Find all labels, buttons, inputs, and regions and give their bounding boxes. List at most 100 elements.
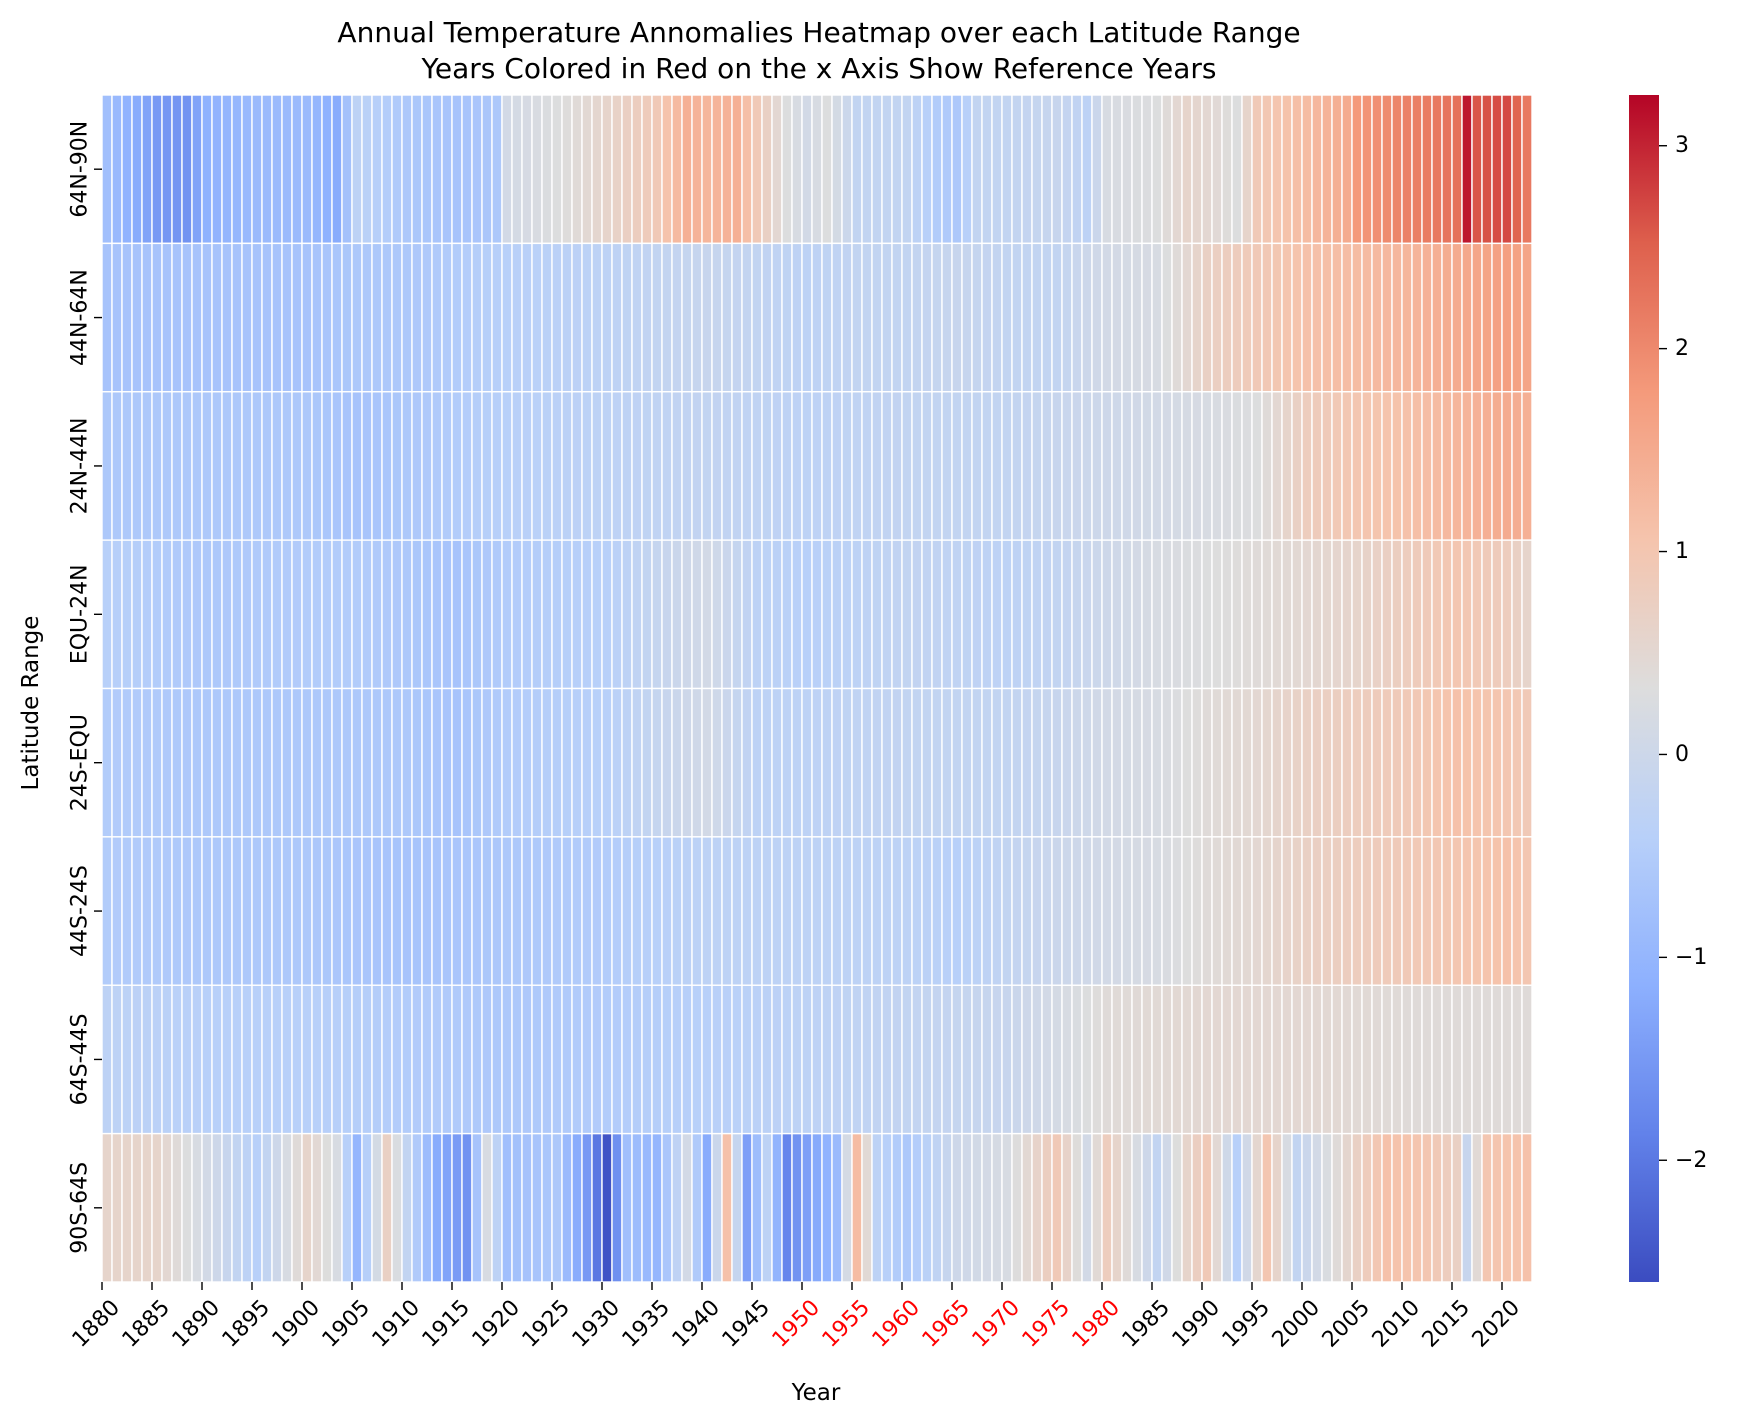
heatmap-cell (1131, 242, 1143, 393)
heatmap-cell (1061, 687, 1073, 838)
heatmap-cell (761, 687, 773, 838)
heatmap-cell (501, 1132, 513, 1283)
heatmap-cell (151, 836, 163, 986)
heatmap-cell (501, 539, 513, 690)
heatmap-cell (241, 242, 253, 393)
heatmap-cell (851, 94, 863, 245)
heatmap-cell (661, 391, 673, 541)
heatmap-cell (831, 1132, 843, 1283)
heatmap-cell (331, 391, 343, 541)
heatmap-cell (841, 687, 853, 838)
heatmap-cell (581, 984, 593, 1135)
heatmap-cell (221, 242, 233, 393)
heatmap-cell (481, 836, 493, 986)
heatmap-cell (421, 687, 433, 838)
heatmap-cell (291, 242, 303, 393)
heatmap-cell (861, 242, 873, 393)
heatmap-cell (141, 94, 153, 245)
heatmap-cell (1101, 687, 1113, 838)
heatmap-cell (301, 539, 313, 690)
heatmap-cell (441, 94, 453, 245)
heatmap-cell (1521, 539, 1533, 690)
heatmap-cell (1521, 836, 1533, 986)
heatmap-cell (1251, 539, 1263, 690)
heatmap-cell (1261, 94, 1273, 245)
heatmap-cell (1301, 984, 1313, 1135)
heatmap-cell (1461, 391, 1473, 541)
x-tick-label: 1890 (168, 1295, 225, 1352)
heatmap-cell (1361, 984, 1373, 1135)
heatmap-cell (601, 836, 613, 986)
heatmap-cell (1521, 391, 1533, 541)
y-tick-label: 24S-EQU (68, 714, 93, 811)
heatmap-cell (681, 94, 693, 245)
heatmap-cell (351, 836, 363, 986)
heatmap-cell (1091, 391, 1103, 541)
heatmap-cell (1431, 836, 1443, 986)
heatmap-cell (1101, 1132, 1113, 1283)
heatmap-cell (1391, 94, 1403, 245)
heatmap-cell (751, 539, 763, 690)
heatmap-cell (1481, 1132, 1493, 1283)
heatmap-cell (791, 687, 803, 838)
heatmap-cell (921, 242, 933, 393)
heatmap-cell (1381, 1132, 1393, 1283)
heatmap-cell (1131, 391, 1143, 541)
heatmap-cell (1431, 984, 1443, 1135)
heatmap-cell (1441, 836, 1453, 986)
heatmap-cell (131, 539, 143, 690)
heatmap-cell (1281, 836, 1293, 986)
heatmap-cell (1231, 1132, 1243, 1283)
heatmap-cell (121, 1132, 133, 1283)
heatmap-cell (141, 984, 153, 1135)
heatmap-cell (661, 539, 673, 690)
heatmap-cell (1021, 242, 1033, 393)
heatmap-cell (1361, 94, 1373, 245)
heatmap-cell (751, 984, 763, 1135)
heatmap-cell (241, 391, 253, 541)
heatmap-cell (451, 539, 463, 690)
heatmap-cell (921, 984, 933, 1135)
heatmap-cell (131, 94, 143, 245)
heatmap-cell (1351, 94, 1363, 245)
heatmap-cell (1451, 836, 1463, 986)
heatmap-cell (101, 391, 113, 541)
heatmap-cell (591, 94, 603, 245)
heatmap-cell (541, 984, 553, 1135)
heatmap-cell (611, 242, 623, 393)
heatmap-cell (1241, 539, 1253, 690)
heatmap-cell (881, 539, 893, 690)
heatmap-cell (1181, 391, 1193, 541)
heatmap-cell (291, 539, 303, 690)
heatmap-cell (991, 836, 1003, 986)
heatmap-cell (1521, 1132, 1533, 1283)
heatmap-cell (251, 539, 263, 690)
heatmap-cell (251, 836, 263, 986)
heatmap-cell (801, 539, 813, 690)
heatmap-cell (121, 242, 133, 393)
heatmap-cell (861, 539, 873, 690)
heatmap-cell (861, 1132, 873, 1283)
heatmap-cell (231, 1132, 243, 1283)
heatmap-cell (231, 94, 243, 245)
heatmap-cell (851, 687, 863, 838)
heatmap-cell (1351, 984, 1363, 1135)
heatmap-cell (271, 94, 283, 245)
heatmap-cell (1431, 391, 1443, 541)
heatmap-cell (581, 836, 593, 986)
heatmap-cell (691, 687, 703, 838)
heatmap-cell (1221, 391, 1233, 541)
heatmap-cell (161, 836, 173, 986)
heatmap-cell (1441, 242, 1453, 393)
heatmap-cell (991, 391, 1003, 541)
x-tick-label: 1970 (968, 1295, 1025, 1352)
heatmap-cell (1511, 242, 1523, 393)
heatmap-cell (721, 539, 733, 690)
heatmap-cell (1081, 539, 1093, 690)
heatmap-cell (1071, 391, 1083, 541)
heatmap-cell (531, 1132, 543, 1283)
heatmap-cell (541, 1132, 553, 1283)
heatmap-cell (1341, 984, 1353, 1135)
heatmap-cell (1261, 984, 1273, 1135)
heatmap-cell (1341, 836, 1353, 986)
